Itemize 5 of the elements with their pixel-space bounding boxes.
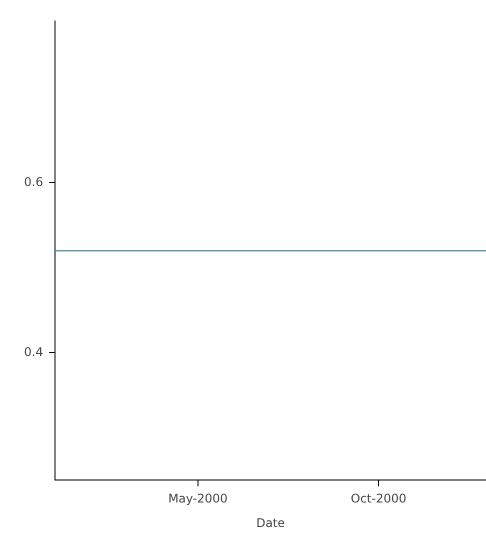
x-tick-label: Oct-2000 xyxy=(350,492,406,506)
x-tick-label: May-2000 xyxy=(168,492,228,506)
y-tick-label: 0.4 xyxy=(24,344,44,359)
y-tick-label: 0.6 xyxy=(24,174,44,189)
x-axis-title: Date xyxy=(256,516,285,530)
